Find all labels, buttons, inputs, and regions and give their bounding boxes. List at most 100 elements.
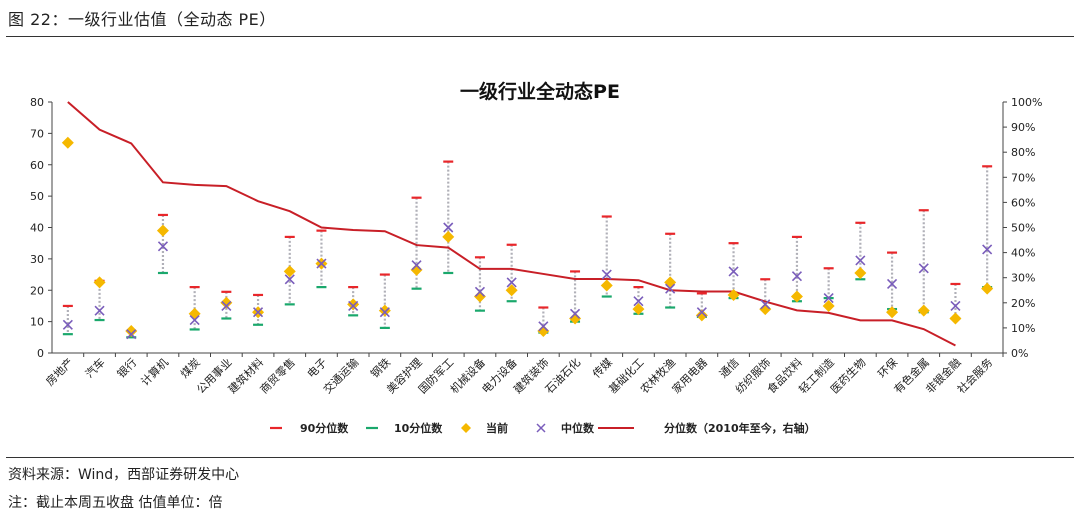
current-marker xyxy=(632,303,645,316)
y-tick-label-right: 90% xyxy=(1011,121,1035,134)
x-tick-label: 家用电器 xyxy=(669,355,710,396)
median-marker xyxy=(886,278,898,290)
y-tick-label-left: 50 xyxy=(30,190,44,203)
current-marker xyxy=(537,325,550,338)
y-tick-label-right: 60% xyxy=(1011,196,1035,209)
median-marker xyxy=(665,283,676,294)
current-marker xyxy=(125,325,138,338)
current-marker xyxy=(949,312,962,325)
median-marker xyxy=(791,271,803,282)
x-tick-label: 通信 xyxy=(717,356,742,381)
median-marker xyxy=(569,308,581,319)
x-tick-label: 房地产 xyxy=(43,355,76,388)
y-tick-label-left: 0 xyxy=(37,347,44,360)
median-marker xyxy=(443,222,454,233)
axes: 0 10 20 30 40 50 60 70 80 0% 10% 20% 30% 40% 50% 60% 70%… xyxy=(30,96,1042,396)
median-marker xyxy=(474,286,486,297)
x-tick-label: 环保 xyxy=(875,355,900,380)
y-tick-label-right: 0% xyxy=(1011,347,1028,360)
legend-label: 分位数（2010年至今，右轴） xyxy=(664,421,816,435)
current-marker xyxy=(822,299,835,312)
x-tick-label: 银行 xyxy=(114,355,139,380)
x-tick-label: 钢铁 xyxy=(368,356,393,381)
top-divider xyxy=(6,36,1074,37)
current-marker xyxy=(886,306,899,319)
chart-marks xyxy=(61,101,994,347)
source-note: 资料来源：Wind，西部证券研发中心 xyxy=(8,467,240,483)
x-tick-label: 煤炭 xyxy=(178,356,203,381)
median-marker xyxy=(728,266,739,277)
median-marker xyxy=(823,293,834,304)
x-tick-label: 计算机 xyxy=(138,355,171,388)
y-tick-label-left: 30 xyxy=(30,253,44,266)
y-tick-label-right: 100% xyxy=(1011,96,1042,109)
footnote: 注：截止本周五收盘 估值单位：倍 xyxy=(8,495,223,511)
current-marker xyxy=(854,266,867,279)
x-tick-label: 社会服务 xyxy=(954,355,995,396)
x-tick-label: 医药生物 xyxy=(827,355,868,396)
y-tick-label-left: 20 xyxy=(30,284,44,297)
y-tick-label-right: 10% xyxy=(1011,322,1035,335)
current-marker xyxy=(569,312,582,325)
percentile-line xyxy=(67,101,956,347)
x-tick-label: 传媒 xyxy=(590,356,615,381)
current-marker xyxy=(283,265,296,278)
x-tick-label: 商贸零售 xyxy=(257,355,298,396)
current-marker xyxy=(664,276,677,289)
median-marker xyxy=(189,314,200,326)
legend-label: 中位数 xyxy=(561,421,595,435)
current-marker xyxy=(505,284,518,297)
bottom-divider xyxy=(6,457,1074,458)
median-marker xyxy=(855,255,866,266)
y-tick-label-left: 70 xyxy=(30,127,44,140)
median-marker xyxy=(126,329,137,340)
median-marker xyxy=(348,300,359,312)
x-tick-label: 电子 xyxy=(305,356,330,381)
legend-label: 当前 xyxy=(486,421,508,435)
x-tick-label: 交通运输 xyxy=(320,355,361,396)
median-marker xyxy=(411,260,422,271)
current-marker xyxy=(378,304,391,317)
median-marker xyxy=(506,277,517,288)
current-marker xyxy=(347,298,360,311)
current-marker xyxy=(442,230,455,243)
x-tick-label: 汽车 xyxy=(82,355,107,380)
median-marker xyxy=(284,274,295,285)
current-marker xyxy=(727,288,740,301)
current-marker xyxy=(156,224,169,237)
legend-swatch-median xyxy=(536,423,546,433)
median-marker xyxy=(252,307,264,318)
y-tick-label-right: 20% xyxy=(1011,297,1035,310)
current-marker xyxy=(981,282,994,295)
median-marker xyxy=(62,319,73,330)
y-tick-label-right: 70% xyxy=(1011,171,1035,184)
y-tick-label-left: 40 xyxy=(30,222,44,235)
legend: 90分位数 10分位数 当前 中位数 分位数（2010年至今，右轴） xyxy=(270,421,816,435)
y-tick-label-right: 40% xyxy=(1011,247,1035,260)
median-marker xyxy=(538,321,549,332)
current-marker xyxy=(790,290,803,303)
median-marker xyxy=(157,241,169,252)
current-marker xyxy=(410,263,423,276)
median-marker xyxy=(982,244,993,255)
chart-title: 一级行业全动态PE xyxy=(460,80,620,103)
median-marker xyxy=(601,269,612,280)
x-tick-label: 石油石化 xyxy=(542,355,583,396)
current-marker xyxy=(61,136,74,149)
y-tick-label-left: 80 xyxy=(30,96,44,109)
y-tick-label-left: 10 xyxy=(30,316,44,329)
legend-label: 90分位数 xyxy=(300,421,349,435)
median-marker xyxy=(760,299,771,310)
current-marker xyxy=(220,296,233,309)
median-marker xyxy=(918,263,929,274)
median-marker xyxy=(221,300,232,312)
current-marker xyxy=(188,307,201,320)
y-tick-label-right: 50% xyxy=(1011,222,1035,235)
y-tick-label-left: 60 xyxy=(30,159,44,172)
current-marker xyxy=(600,279,613,292)
current-marker xyxy=(759,303,772,316)
median-marker xyxy=(94,305,105,316)
current-marker xyxy=(917,304,930,317)
chart: 一级行业全动态PE 0 10 20 30 40 50 60 70 80 0% 10% 20% 30% 40… xyxy=(30,80,1042,435)
current-marker xyxy=(695,309,708,322)
